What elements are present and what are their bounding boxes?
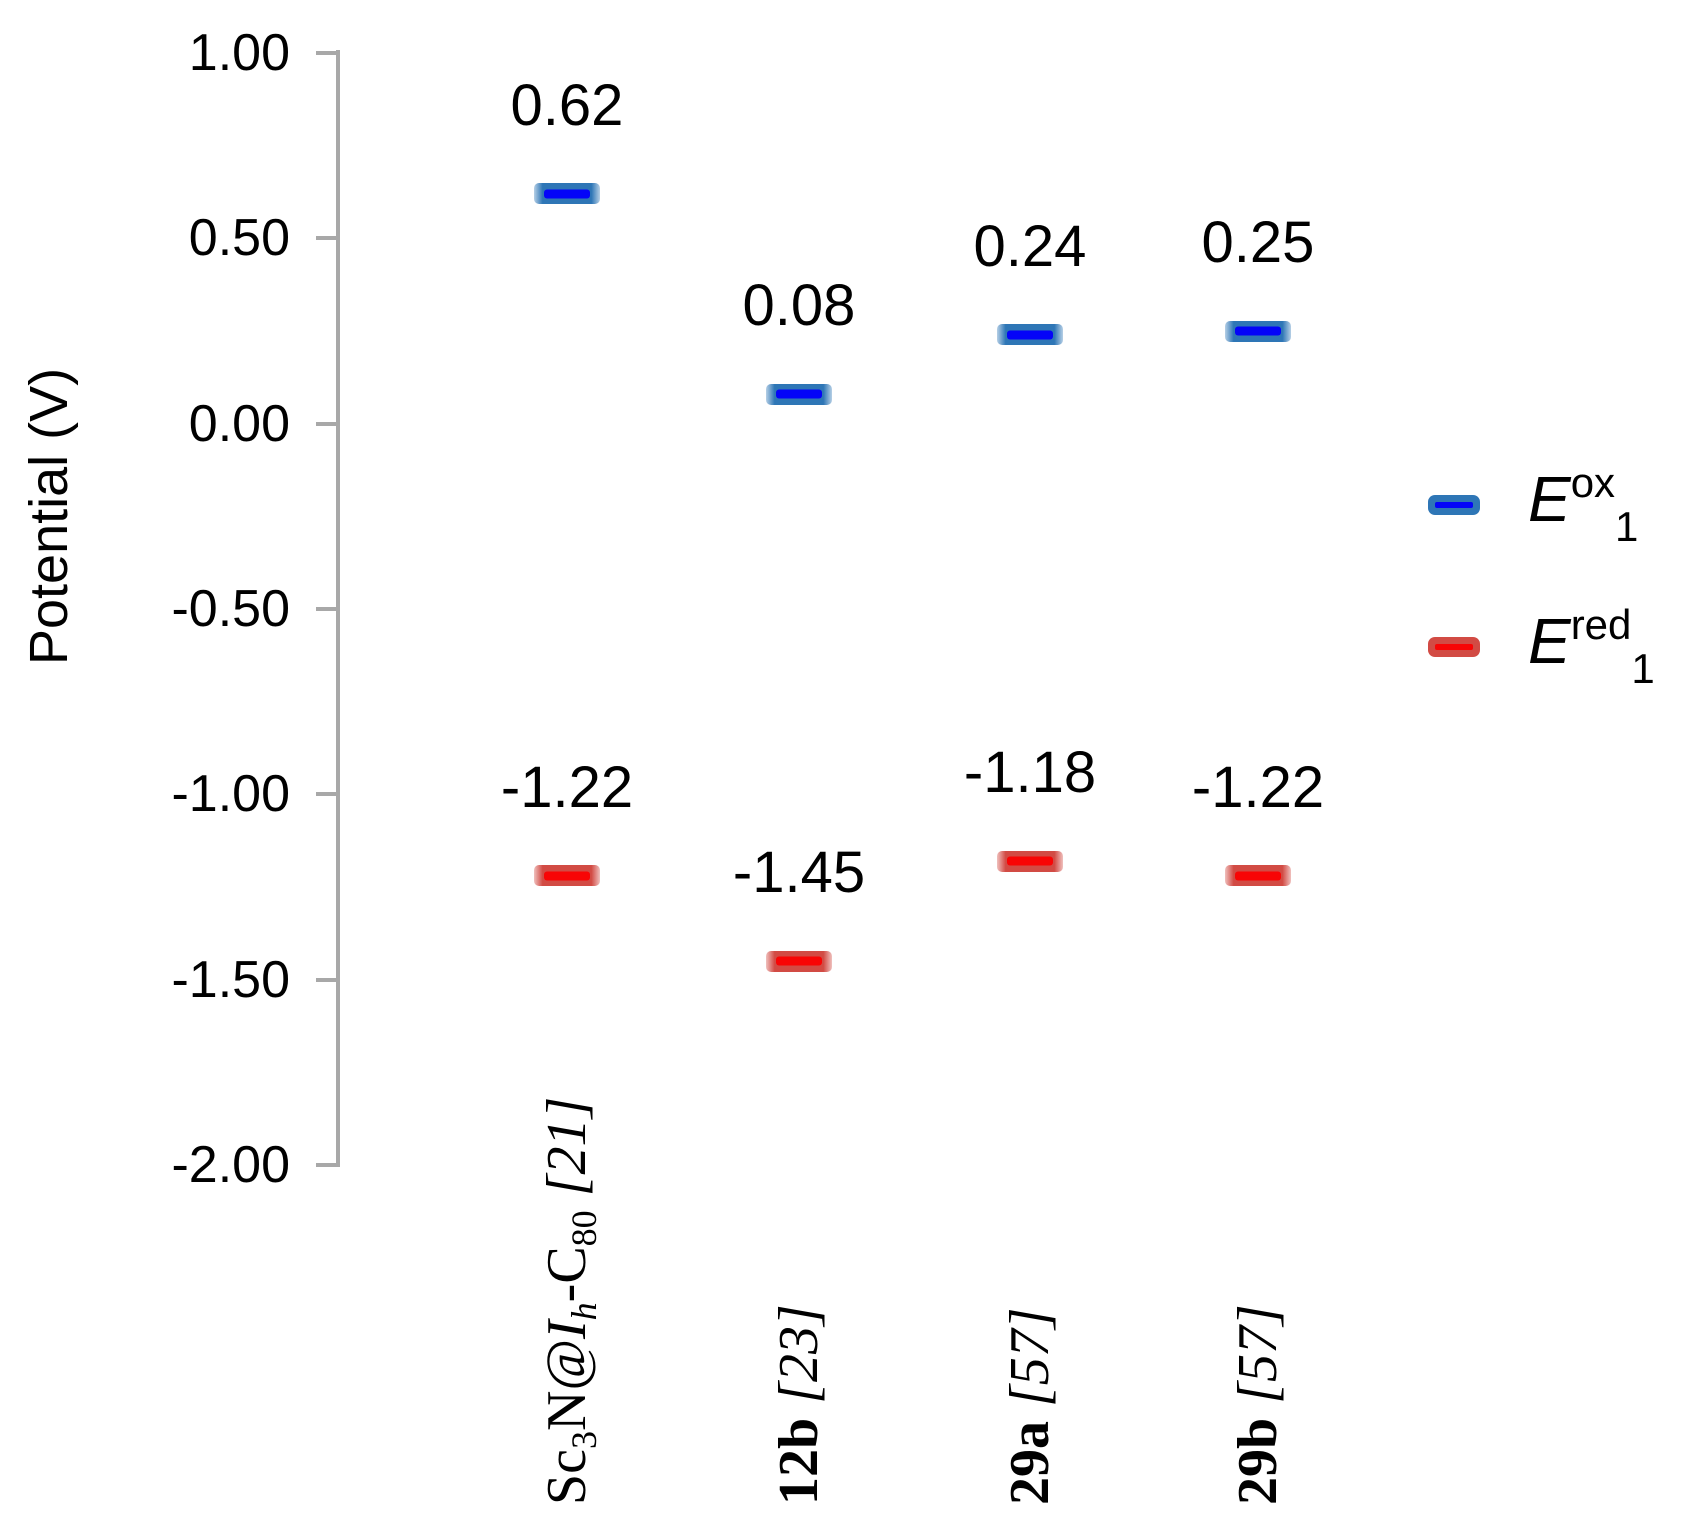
y-axis-tick xyxy=(316,607,336,611)
x-axis-label-part: 29a xyxy=(999,1421,1061,1505)
data-label-Ered1-2: -1.18 xyxy=(963,740,1097,806)
legend-label-Eox1: Eox1 xyxy=(1528,459,1638,551)
data-label-Ered1-1: -1.45 xyxy=(732,840,866,906)
marker-Ered1-3 xyxy=(1225,865,1291,887)
x-axis-label-part: I xyxy=(536,1320,598,1339)
y-axis-tick-label: -1.50 xyxy=(171,950,290,1009)
y-axis-tick xyxy=(316,977,336,982)
legend-marker-Ered1 xyxy=(1428,637,1480,657)
marker-core xyxy=(776,956,822,966)
x-axis-label-part: -C xyxy=(536,1246,598,1303)
y-axis-tick-label: -0.50 xyxy=(171,580,290,638)
legend-marker-core xyxy=(1435,644,1473,650)
x-axis-label-part: [57] xyxy=(999,1307,1061,1407)
y-axis-tick-label: 0.50 xyxy=(188,209,290,268)
x-axis-label-1: 12b [23] xyxy=(768,1304,830,1505)
marker-Ered1-2 xyxy=(997,850,1063,872)
x-axis-label-part: h xyxy=(564,1302,604,1321)
x-axis-label-part xyxy=(1227,1404,1289,1418)
x-axis-label-part: [23] xyxy=(768,1304,830,1404)
legend-marker-core xyxy=(1435,502,1473,508)
x-axis-label-0: Sc3N@Ih-C80 [21] xyxy=(536,1096,613,1505)
x-axis-label-part: Sc xyxy=(536,1449,598,1505)
data-label-Ered1-0: -1.22 xyxy=(500,754,634,820)
y-axis-tick xyxy=(316,792,336,797)
y-axis-line xyxy=(336,50,340,1167)
legend-item-Ered1: Ered1 xyxy=(1428,597,1655,697)
legend-marker-Eox1 xyxy=(1428,495,1480,515)
marker-core xyxy=(1235,326,1281,336)
legend-item-Eox1: Eox1 xyxy=(1428,455,1638,555)
x-axis-label-3: 29b [57] xyxy=(1227,1304,1289,1505)
marker-Eox1-2 xyxy=(997,324,1063,346)
legend-label-part: ox xyxy=(1570,459,1616,506)
data-label-Eox1-2: 0.24 xyxy=(973,213,1087,279)
data-label-Eox1-0: 0.62 xyxy=(510,72,624,138)
x-axis-label-part: [57] xyxy=(1227,1304,1289,1404)
marker-core xyxy=(1007,856,1053,866)
legend-label-Ered1: Ered1 xyxy=(1528,601,1655,693)
y-axis-tick xyxy=(316,1163,336,1167)
marker-Eox1-3 xyxy=(1225,320,1291,342)
x-axis-label-part: 80 xyxy=(564,1210,604,1247)
legend-label-part: 1 xyxy=(1631,645,1655,692)
legend-label-part: E xyxy=(1528,463,1571,535)
x-axis-label-part: 3 xyxy=(564,1431,604,1449)
marker-core xyxy=(544,189,590,199)
y-axis-tick-label: 1.00 xyxy=(188,24,290,82)
legend-label-part: 1 xyxy=(1615,503,1639,550)
marker-Ered1-0 xyxy=(534,865,600,887)
y-axis-title: Potential (V) xyxy=(19,367,79,665)
y-axis-tick-label: -2.00 xyxy=(171,1136,290,1194)
y-axis-tick-label: -1.00 xyxy=(171,765,290,824)
marker-Ered1-1 xyxy=(766,950,832,972)
x-axis-label-2: 29a [57] xyxy=(999,1307,1061,1505)
data-label-Ered1-3: -1.22 xyxy=(1191,754,1325,820)
y-axis-tick-label: 0.00 xyxy=(188,394,290,453)
x-axis-label-part: 12b xyxy=(768,1417,830,1505)
x-axis-label-part: N@ xyxy=(536,1338,598,1431)
x-axis-label-part: [21] xyxy=(536,1096,598,1197)
y-axis-tick xyxy=(316,51,336,55)
legend-label-part: red xyxy=(1570,601,1632,648)
y-axis-tick xyxy=(316,236,336,241)
marker-Eox1-1 xyxy=(766,383,832,405)
x-axis-label-part xyxy=(999,1407,1061,1421)
x-axis-label-part: 29b xyxy=(1227,1417,1289,1505)
x-axis-label-part xyxy=(768,1404,830,1418)
data-label-Eox1-1: 0.08 xyxy=(742,273,856,338)
x-axis-label-part xyxy=(536,1196,598,1210)
marker-Eox1-0 xyxy=(534,183,600,205)
data-label-Eox1-3: 0.25 xyxy=(1201,210,1315,275)
y-axis-tick xyxy=(316,421,336,426)
legend-label-part: E xyxy=(1528,605,1571,677)
marker-core xyxy=(1007,330,1053,340)
marker-core xyxy=(776,389,822,399)
marker-core xyxy=(544,871,590,881)
marker-core xyxy=(1235,871,1281,881)
